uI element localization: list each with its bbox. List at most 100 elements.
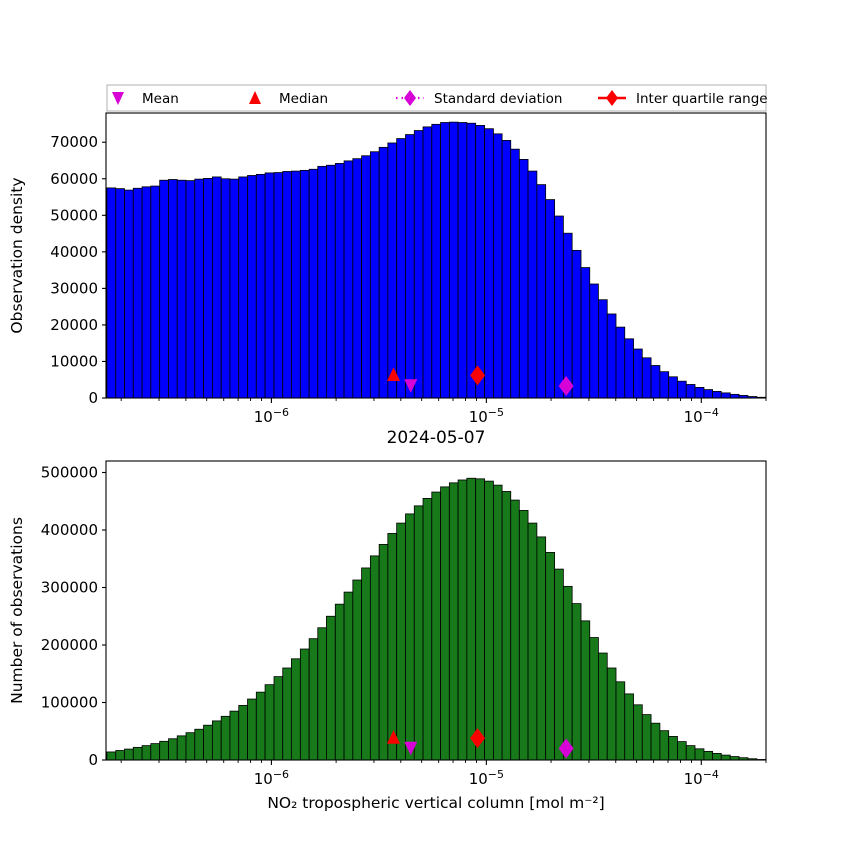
histogram-bar: [677, 741, 687, 761]
histogram-bar: [598, 299, 608, 399]
histogram-bar: [641, 714, 652, 761]
histogram-bar: [580, 620, 591, 761]
histogram-bar: [659, 730, 670, 761]
histogram-bar: [352, 579, 362, 761]
histogram-bar: [457, 479, 468, 761]
histogram-bar: [571, 249, 582, 399]
histogram-bar: [484, 128, 494, 399]
median-marker: [386, 730, 401, 744]
histogram-bar: [545, 199, 556, 399]
x-tick-label: 10−6: [254, 768, 289, 788]
legend-label: Mean: [142, 91, 179, 107]
histogram-bar: [159, 179, 169, 399]
histogram-bar: [229, 178, 240, 399]
histogram-bar: [694, 748, 705, 761]
histogram-bar: [378, 146, 389, 399]
histogram-bar: [703, 750, 714, 761]
histogram-bar: [115, 188, 125, 399]
x-tick-label: 10−5: [469, 768, 504, 788]
histogram-bar: [720, 392, 731, 399]
legend-item-inter-quartile-range[interactable]: Inter quartile range: [598, 90, 768, 107]
histogram-bar: [159, 740, 169, 761]
histogram-bar: [106, 751, 117, 761]
histogram-bar: [264, 172, 275, 399]
legend-marker-diamond-icon: [404, 90, 416, 106]
histogram-bar: [650, 722, 661, 761]
histogram-bar: [361, 155, 371, 399]
y-axis-label: Observation density: [8, 177, 26, 333]
histogram-bar: [677, 380, 687, 399]
histogram-bar: [536, 536, 547, 761]
histogram-bar: [106, 187, 117, 399]
median-marker: [386, 367, 401, 381]
stddev-marker: [558, 738, 574, 759]
histogram-bar: [475, 125, 486, 399]
histogram-bar: [457, 122, 468, 399]
legend-item-mean[interactable]: Mean: [112, 91, 179, 107]
histogram-bar: [712, 752, 722, 761]
histogram-bar: [387, 533, 398, 761]
histogram-bar: [440, 122, 450, 399]
histogram-bar: [168, 179, 178, 399]
histogram-bar: [290, 658, 301, 761]
histogram-bar: [247, 698, 257, 761]
histogram-bar: [255, 691, 266, 761]
histogram-bar: [536, 184, 547, 399]
histogram-bar: [299, 169, 310, 399]
histogram-bar: [466, 122, 477, 399]
histogram-bar: [685, 384, 696, 399]
histogram-bar: [115, 750, 125, 761]
histogram-bar: [562, 585, 573, 761]
histogram-bar: [124, 748, 134, 761]
legend-label: Standard deviation: [434, 91, 562, 107]
histogram-bar: [211, 176, 222, 399]
histogram-bar: [527, 170, 538, 399]
histogram-bar: [405, 134, 415, 399]
histogram-bar: [396, 138, 406, 399]
histogram-bar: [606, 313, 617, 399]
iqr-marker: [470, 728, 486, 749]
histogram-bar: [299, 648, 310, 761]
y-tick-label: 10000: [50, 352, 98, 370]
histogram-bar: [264, 684, 275, 761]
histogram-bar: [203, 724, 213, 761]
histogram-bar: [448, 482, 459, 761]
histogram-bar: [422, 126, 433, 399]
histogram-bar: [361, 567, 371, 761]
histogram-bar: [571, 603, 582, 761]
x-tick-label: 10−4: [684, 768, 719, 788]
histogram-bar: [387, 142, 398, 399]
histogram-bar: [422, 497, 433, 761]
histogram-bar: [326, 164, 336, 399]
histogram-bar: [220, 178, 231, 399]
y-tick-label: 70000: [50, 133, 98, 151]
y-tick-label: 50000: [50, 206, 98, 224]
legend-marker-triangle-up-icon: [249, 91, 261, 104]
legend-label: Median: [279, 91, 328, 107]
stddev-marker: [558, 375, 574, 396]
y-tick-label: 500000: [41, 464, 98, 482]
y-tick-label: 30000: [50, 279, 98, 297]
histogram-bar: [501, 139, 512, 399]
histogram-bar: [378, 543, 389, 761]
histogram-bar: [290, 170, 301, 399]
histogram-bar: [282, 171, 292, 399]
histogram-bar: [518, 158, 529, 399]
histogram-bar: [247, 175, 257, 399]
histogram-bar: [194, 178, 204, 399]
figure-title: 2024-05-07: [387, 428, 486, 448]
histogram-bar: [255, 173, 266, 399]
histogram-bar: [176, 735, 187, 761]
legend-item-standard-deviation[interactable]: Standard deviation: [396, 90, 562, 107]
histogram-bar: [343, 160, 354, 399]
histogram-bar: [527, 522, 538, 761]
histogram-bar: [659, 371, 670, 399]
histogram-bar: [650, 365, 661, 399]
histogram-bar: [220, 715, 231, 761]
statistic-markers: [386, 365, 574, 396]
histogram-bar: [405, 513, 415, 761]
legend-item-median[interactable]: Median: [249, 91, 328, 107]
histogram-bar: [369, 555, 380, 761]
